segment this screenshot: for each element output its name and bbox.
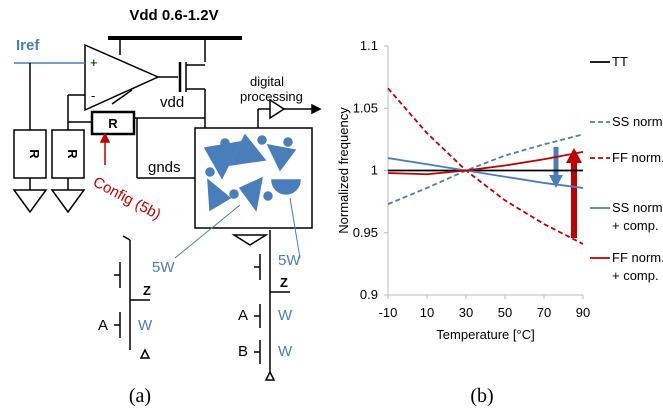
iref-label: Iref bbox=[16, 37, 40, 54]
x-tick-label: 90 bbox=[576, 305, 590, 320]
legend-label: SS norm. bbox=[612, 114, 663, 129]
x-tick-label: 30 bbox=[459, 305, 473, 320]
resistor-label: R bbox=[27, 149, 42, 159]
series-line bbox=[387, 157, 584, 189]
digital-label: processing bbox=[240, 89, 303, 104]
input-label: A bbox=[238, 307, 248, 324]
legend-label: SS norm. + comp. bbox=[612, 200, 663, 233]
width-label: 5W bbox=[278, 252, 301, 269]
vdd-label: vdd bbox=[160, 94, 184, 111]
series-line bbox=[387, 150, 584, 176]
x-tick-label: 50 bbox=[498, 305, 512, 320]
config-label: Config (5b) bbox=[90, 174, 164, 224]
x-axis-label: Temperature [°C] bbox=[436, 327, 534, 342]
resistor-label: R bbox=[108, 116, 118, 131]
node-label: Z bbox=[280, 275, 288, 290]
y-tick-label: 1.05 bbox=[353, 100, 378, 115]
y-tick-label: 0.95 bbox=[353, 225, 378, 240]
series-line bbox=[387, 87, 584, 245]
width-label: 5W bbox=[152, 259, 175, 276]
y-axis-label: Normalized frequency bbox=[336, 107, 351, 234]
y-tick-label: 1.1 bbox=[360, 38, 378, 53]
node-label: Z bbox=[143, 283, 151, 298]
circuit bbox=[12, 36, 322, 381]
y-tick-label: 1 bbox=[371, 163, 378, 178]
legend-label: FF norm. bbox=[612, 150, 663, 165]
x-tick-label: -10 bbox=[379, 305, 398, 320]
supply-label: Vdd 0.6-1.2V bbox=[129, 7, 218, 24]
gnds-label: gnds bbox=[148, 159, 181, 176]
plus-label: + bbox=[90, 55, 98, 70]
digital-label: digital bbox=[250, 74, 284, 89]
series-line bbox=[387, 133, 584, 205]
input-label: A bbox=[98, 317, 108, 334]
input-label: B bbox=[238, 343, 248, 360]
caption: (a) bbox=[129, 385, 151, 407]
x-tick-label: 10 bbox=[420, 305, 434, 320]
x-tick-label: 70 bbox=[537, 305, 551, 320]
width-label: W bbox=[278, 307, 293, 324]
minus-label: - bbox=[91, 88, 95, 103]
chart-annotations bbox=[549, 147, 582, 238]
resistor-label: R bbox=[65, 149, 80, 159]
y-tick-label: 0.9 bbox=[360, 287, 378, 302]
width-label: W bbox=[138, 317, 153, 334]
legend-label: FF norm. + comp. bbox=[612, 250, 663, 283]
width-label: W bbox=[278, 343, 293, 360]
legend-label: TT bbox=[612, 54, 628, 69]
caption: (b) bbox=[470, 385, 493, 407]
